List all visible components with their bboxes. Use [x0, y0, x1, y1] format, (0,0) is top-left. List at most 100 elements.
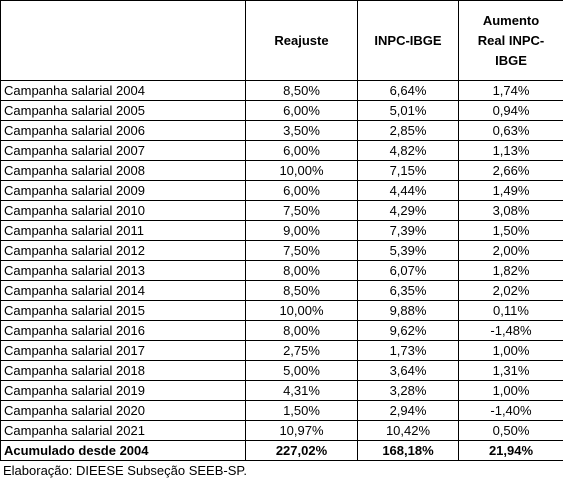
row-label: Campanha salarial 2019 [0, 380, 246, 401]
cell: 7,50% [245, 240, 358, 261]
cell: 6,07% [357, 260, 459, 281]
column-header: Reajuste [245, 0, 358, 81]
cell: 10,97% [245, 420, 358, 441]
cell: 3,28% [357, 380, 459, 401]
empty-header [0, 0, 246, 81]
cell: 0,63% [458, 120, 563, 141]
cell: 2,85% [357, 120, 459, 141]
row-label: Campanha salarial 2006 [0, 120, 246, 141]
cell: 3,08% [458, 200, 563, 221]
table-row: Campanha salarial 2014 8,50% 6,35% 2,02% [0, 280, 563, 301]
cell: 1,13% [458, 140, 563, 161]
cell: 1,31% [458, 360, 563, 381]
cell: 4,82% [357, 140, 459, 161]
row-label: Campanha salarial 2011 [0, 220, 246, 241]
row-label: Campanha salarial 2015 [0, 300, 246, 321]
cell: 2,02% [458, 280, 563, 301]
row-label: Campanha salarial 2020 [0, 400, 246, 421]
table-row: Campanha salarial 2005 6,00% 5,01% 0,94% [0, 100, 563, 121]
cell: 6,00% [245, 140, 358, 161]
cell: 5,39% [357, 240, 459, 261]
row-label: Campanha salarial 2009 [0, 180, 246, 201]
table-row: Campanha salarial 2016 8,00% 9,62% -1,48% [0, 320, 563, 341]
cell: 4,31% [245, 380, 358, 401]
cell: 2,00% [458, 240, 563, 261]
total-row: Acumulado desde 2004 227,02% 168,18% 21,94% [0, 440, 563, 461]
cell: 8,50% [245, 280, 358, 301]
cell: 3,50% [245, 120, 358, 141]
cell: -1,40% [458, 400, 563, 421]
table-row: Campanha salarial 2019 4,31% 3,28% 1,00% [0, 380, 563, 401]
cell: 0,94% [458, 100, 563, 121]
cell: 1,00% [458, 340, 563, 361]
table-row: Campanha salarial 2017 2,75% 1,73% 1,00% [0, 340, 563, 361]
row-label: Acumulado desde 2004 [0, 440, 246, 461]
table-row: Campanha salarial 2012 7,50% 5,39% 2,00% [0, 240, 563, 261]
cell: 5,00% [245, 360, 358, 381]
row-label: Campanha salarial 2007 [0, 140, 246, 161]
row-label: Campanha salarial 2008 [0, 160, 246, 181]
cell: 1,49% [458, 180, 563, 201]
cell: 6,00% [245, 100, 358, 121]
cell: 168,18% [357, 440, 459, 461]
row-label: Campanha salarial 2005 [0, 100, 246, 121]
cell: 21,94% [458, 440, 563, 461]
cell: 8,00% [245, 320, 358, 341]
row-label: Campanha salarial 2018 [0, 360, 246, 381]
row-label: Campanha salarial 2021 [0, 420, 246, 441]
table-row: Campanha salarial 2004 8,50% 6,64% 1,74% [0, 80, 563, 101]
row-label: Campanha salarial 2014 [0, 280, 246, 301]
footer: Elaboração: DIEESE Subseção SEEB-SP. [3, 463, 248, 478]
row-label: Campanha salarial 2013 [0, 260, 246, 281]
cell: 7,15% [357, 160, 459, 181]
cell: 2,94% [357, 400, 459, 421]
cell: 4,29% [357, 200, 459, 221]
table-row: Campanha salarial 2011 9,00% 7,39% 1,50% [0, 220, 563, 241]
table-row: Campanha salarial 2010 7,50% 4,29% 3,08% [0, 200, 563, 221]
cell: -1,48% [458, 320, 563, 341]
cell: 1,73% [357, 340, 459, 361]
row-label: Campanha salarial 2012 [0, 240, 246, 261]
cell: 6,00% [245, 180, 358, 201]
row-label: Campanha salarial 2017 [0, 340, 246, 361]
header-row: Reajuste INPC-IBGE Aumento Real INPC-IBGE [0, 0, 563, 81]
column-header: Aumento Real INPC-IBGE [458, 0, 563, 81]
cell: 6,64% [357, 80, 459, 101]
table-body: Campanha salarial 2004 8,50% 6,64% 1,74% Cam… [0, 80, 563, 461]
cell: 8,00% [245, 260, 358, 281]
table-row: Campanha salarial 2015 10,00% 9,88% 0,11% [0, 300, 563, 321]
cell: 0,11% [458, 300, 563, 321]
cell: 1,50% [458, 220, 563, 241]
cell: 2,66% [458, 160, 563, 181]
cell: 1,82% [458, 260, 563, 281]
table-row: Campanha salarial 2008 10,00% 7,15% 2,66% [0, 160, 563, 181]
cell: 7,39% [357, 220, 459, 241]
table-row: Campanha salarial 2006 3,50% 2,85% 0,63% [0, 120, 563, 141]
cell: 3,64% [357, 360, 459, 381]
table-row: Campanha salarial 2021 10,97% 10,42% 0,50% [0, 420, 563, 441]
cell: 8,50% [245, 80, 358, 101]
data-table: Reajuste INPC-IBGE Aumento Real INPC-IBGE … [0, 0, 563, 461]
cell: 7,50% [245, 200, 358, 221]
cell: 2,75% [245, 340, 358, 361]
cell: 4,44% [357, 180, 459, 201]
cell: 9,62% [357, 320, 459, 341]
cell: 5,01% [357, 100, 459, 121]
table-row: Campanha salarial 2007 6,00% 4,82% 1,13% [0, 140, 563, 161]
row-label: Campanha salarial 2016 [0, 320, 246, 341]
cell: 10,00% [245, 160, 358, 181]
cell: 0,50% [458, 420, 563, 441]
table-row: Campanha salarial 2009 6,00% 4,44% 1,49% [0, 180, 563, 201]
table-row: Campanha salarial 2013 8,00% 6,07% 1,82% [0, 260, 563, 281]
cell: 9,88% [357, 300, 459, 321]
row-label: Campanha salarial 2010 [0, 200, 246, 221]
column-header: INPC-IBGE [357, 0, 459, 81]
table-row: Campanha salarial 2020 1,50% 2,94% -1,40% [0, 400, 563, 421]
cell: 1,74% [458, 80, 563, 101]
cell: 227,02% [245, 440, 358, 461]
cell: 10,42% [357, 420, 459, 441]
cell: 1,00% [458, 380, 563, 401]
table-row: Campanha salarial 2018 5,00% 3,64% 1,31% [0, 360, 563, 381]
row-label: Campanha salarial 2004 [0, 80, 246, 101]
